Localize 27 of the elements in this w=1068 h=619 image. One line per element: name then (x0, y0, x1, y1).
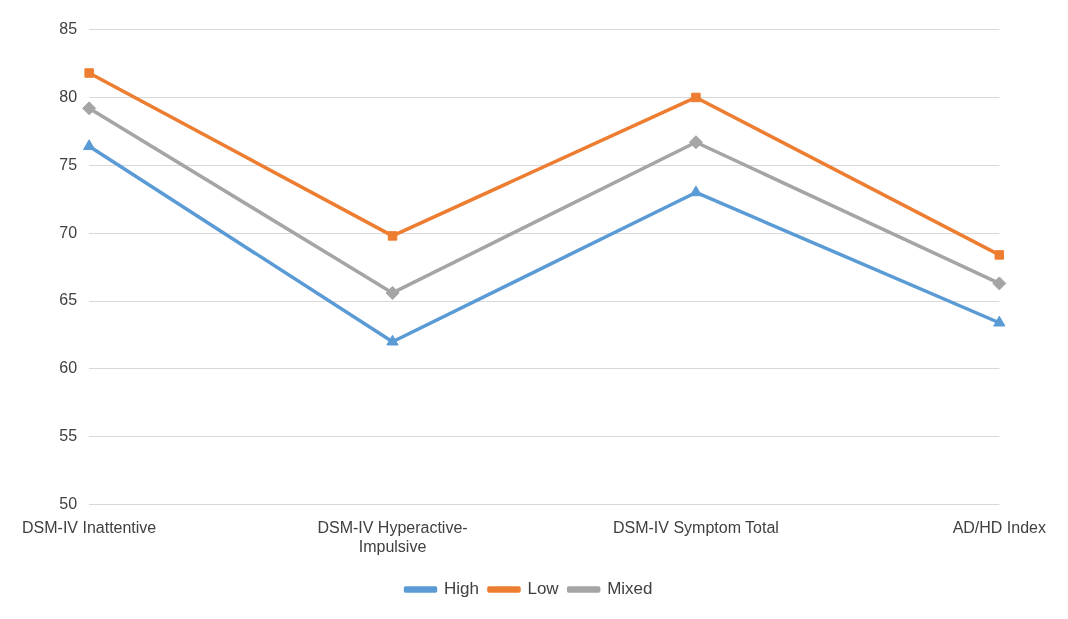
x-tick-label: DSM-IV Inattentive (22, 518, 157, 536)
y-tick-label: 85 (59, 20, 78, 38)
y-tick-label: 50 (59, 495, 78, 513)
legend-label: Low (527, 579, 560, 599)
point (83, 139, 96, 151)
x-tick-label: DSM-IV Hyperactive-Impulsive (317, 518, 468, 555)
point (992, 276, 1007, 291)
legend-label: High (444, 579, 479, 599)
point (82, 101, 97, 116)
point (84, 68, 94, 78)
y-tick-label: 60 (59, 359, 78, 377)
x-tick-label: AD/HD Index (952, 518, 1046, 536)
x-tick-label: DSM-IV Symptom Total (612, 518, 779, 536)
point (387, 231, 398, 241)
y-tick-label: 75 (59, 155, 78, 173)
point (994, 250, 1005, 260)
point (385, 285, 400, 300)
y-tick-label: 55 (59, 427, 78, 445)
point (993, 315, 1006, 327)
y-tick-label: 80 (59, 87, 78, 105)
y-tick-label: 70 (59, 223, 78, 241)
point (688, 135, 703, 150)
legend-label: Mixed (607, 579, 653, 599)
point (386, 334, 399, 346)
y-tick-label: 65 (59, 291, 78, 309)
point (689, 185, 703, 197)
point (691, 92, 701, 103)
